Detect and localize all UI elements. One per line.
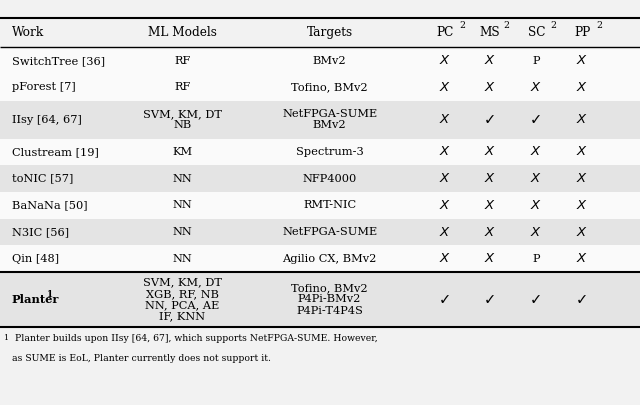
- Text: $\boldsymbol{\mathit{X}}$: $\boldsymbol{\mathit{X}}$: [577, 199, 588, 212]
- Text: ✓: ✓: [530, 112, 543, 127]
- Text: $\boldsymbol{\mathit{X}}$: $\boldsymbol{\mathit{X}}$: [577, 172, 588, 185]
- Text: Tofino, BMv2: Tofino, BMv2: [291, 283, 368, 293]
- Text: 2: 2: [596, 21, 602, 30]
- Text: $\boldsymbol{\mathit{X}}$: $\boldsymbol{\mathit{X}}$: [484, 199, 495, 212]
- Text: $\boldsymbol{\mathit{X}}$: $\boldsymbol{\mathit{X}}$: [439, 113, 451, 126]
- Text: BMv2: BMv2: [313, 56, 346, 66]
- Text: SVM, KM, DT: SVM, KM, DT: [143, 277, 222, 288]
- Text: NN: NN: [173, 227, 192, 237]
- Text: P: P: [532, 56, 540, 66]
- Text: P: P: [532, 254, 540, 264]
- Text: NN: NN: [173, 200, 192, 210]
- Text: $\boldsymbol{\mathit{X}}$: $\boldsymbol{\mathit{X}}$: [531, 145, 542, 158]
- Text: $\boldsymbol{\mathit{X}}$: $\boldsymbol{\mathit{X}}$: [484, 145, 495, 158]
- Text: 1: 1: [3, 334, 8, 342]
- Text: ✓: ✓: [483, 112, 496, 127]
- Text: Qin [48]: Qin [48]: [12, 254, 59, 264]
- Text: MS: MS: [479, 26, 500, 39]
- Text: P4Pi-T4P4S: P4Pi-T4P4S: [296, 306, 363, 316]
- Text: SC: SC: [527, 26, 545, 39]
- Text: ✓: ✓: [530, 292, 543, 307]
- Text: IIsy [64, 67]: IIsy [64, 67]: [12, 115, 81, 125]
- Text: NetFPGA-SUME: NetFPGA-SUME: [282, 109, 377, 119]
- Text: SVM, KM, DT: SVM, KM, DT: [143, 109, 222, 119]
- Text: XGB, RF, NB: XGB, RF, NB: [146, 289, 219, 299]
- Text: Targets: Targets: [307, 26, 353, 39]
- Text: 2: 2: [504, 21, 509, 30]
- Text: pForest [7]: pForest [7]: [12, 83, 76, 92]
- Bar: [0, 139, 640, 165]
- Text: $\boldsymbol{\mathit{X}}$: $\boldsymbol{\mathit{X}}$: [577, 145, 588, 158]
- Text: P4Pi-BMv2: P4Pi-BMv2: [298, 294, 362, 305]
- Text: NN: NN: [173, 254, 192, 264]
- Text: 2: 2: [550, 21, 556, 30]
- Bar: [0, 245, 640, 272]
- Bar: [0, 47, 640, 74]
- Text: $\boldsymbol{\mathit{X}}$: $\boldsymbol{\mathit{X}}$: [439, 81, 451, 94]
- Text: as SUME is EoL, Planter currently does not support it.: as SUME is EoL, Planter currently does n…: [12, 354, 271, 362]
- Text: Agilio CX, BMv2: Agilio CX, BMv2: [282, 254, 377, 264]
- Text: $\boldsymbol{\mathit{X}}$: $\boldsymbol{\mathit{X}}$: [439, 252, 451, 265]
- Bar: [0, 74, 640, 101]
- Text: toNIC [57]: toNIC [57]: [12, 174, 73, 183]
- Text: ✓: ✓: [438, 292, 451, 307]
- Text: $\boldsymbol{\mathit{X}}$: $\boldsymbol{\mathit{X}}$: [577, 54, 588, 67]
- Text: $\boldsymbol{\mathit{X}}$: $\boldsymbol{\mathit{X}}$: [484, 54, 495, 67]
- Text: SwitchTree [36]: SwitchTree [36]: [12, 56, 105, 66]
- Text: $\boldsymbol{\mathit{X}}$: $\boldsymbol{\mathit{X}}$: [439, 226, 451, 239]
- Text: Spectrum-3: Spectrum-3: [296, 147, 364, 157]
- Text: Planter: Planter: [12, 294, 59, 305]
- Text: $\boldsymbol{\mathit{X}}$: $\boldsymbol{\mathit{X}}$: [484, 252, 495, 265]
- Text: $\boldsymbol{\mathit{X}}$: $\boldsymbol{\mathit{X}}$: [577, 252, 588, 265]
- Text: NetFPGA-SUME: NetFPGA-SUME: [282, 227, 377, 237]
- Text: ML Models: ML Models: [148, 26, 217, 39]
- Text: $\boldsymbol{\mathit{X}}$: $\boldsymbol{\mathit{X}}$: [577, 226, 588, 239]
- Text: $\boldsymbol{\mathit{X}}$: $\boldsymbol{\mathit{X}}$: [577, 81, 588, 94]
- Text: NN, PCA, AE: NN, PCA, AE: [145, 300, 220, 310]
- Text: 1: 1: [47, 290, 53, 299]
- Text: N3IC [56]: N3IC [56]: [12, 227, 68, 237]
- Bar: [0, 272, 640, 327]
- Text: Tofino, BMv2: Tofino, BMv2: [291, 83, 368, 92]
- Text: $\boldsymbol{\mathit{X}}$: $\boldsymbol{\mathit{X}}$: [439, 54, 451, 67]
- Text: $\boldsymbol{\mathit{X}}$: $\boldsymbol{\mathit{X}}$: [439, 199, 451, 212]
- Text: $\boldsymbol{\mathit{X}}$: $\boldsymbol{\mathit{X}}$: [531, 199, 542, 212]
- Text: RF: RF: [174, 56, 191, 66]
- Text: RMT-NIC: RMT-NIC: [303, 200, 356, 210]
- Text: NFP4000: NFP4000: [303, 174, 356, 183]
- Text: $\boldsymbol{\mathit{X}}$: $\boldsymbol{\mathit{X}}$: [531, 226, 542, 239]
- Text: PP: PP: [574, 26, 591, 39]
- Bar: [0, 101, 640, 139]
- Text: PC: PC: [436, 26, 454, 39]
- Bar: [0, 219, 640, 245]
- Text: NB: NB: [173, 120, 191, 130]
- Text: Work: Work: [12, 26, 44, 39]
- Text: $\boldsymbol{\mathit{X}}$: $\boldsymbol{\mathit{X}}$: [484, 81, 495, 94]
- Text: BaNaNa [50]: BaNaNa [50]: [12, 200, 87, 210]
- Text: $\boldsymbol{\mathit{X}}$: $\boldsymbol{\mathit{X}}$: [531, 81, 542, 94]
- Text: Clustream [19]: Clustream [19]: [12, 147, 99, 157]
- Text: $\boldsymbol{\mathit{X}}$: $\boldsymbol{\mathit{X}}$: [531, 172, 542, 185]
- Bar: [0, 165, 640, 192]
- Text: NN: NN: [173, 174, 192, 183]
- Text: Planter builds upon IIsy [64, 67], which supports NetFPGA-SUME. However,: Planter builds upon IIsy [64, 67], which…: [12, 334, 377, 343]
- Text: BMv2: BMv2: [313, 120, 346, 130]
- Text: $\boldsymbol{\mathit{X}}$: $\boldsymbol{\mathit{X}}$: [439, 172, 451, 185]
- Text: KM: KM: [172, 147, 193, 157]
- Text: $\boldsymbol{\mathit{X}}$: $\boldsymbol{\mathit{X}}$: [484, 172, 495, 185]
- Text: IF, KNN: IF, KNN: [159, 311, 205, 322]
- Text: $\boldsymbol{\mathit{X}}$: $\boldsymbol{\mathit{X}}$: [484, 226, 495, 239]
- Text: 2: 2: [459, 21, 465, 30]
- Bar: [0, 192, 640, 219]
- Text: $\boldsymbol{\mathit{X}}$: $\boldsymbol{\mathit{X}}$: [577, 113, 588, 126]
- Text: ✓: ✓: [576, 292, 589, 307]
- Text: ✓: ✓: [483, 292, 496, 307]
- Text: RF: RF: [174, 83, 191, 92]
- Text: $\boldsymbol{\mathit{X}}$: $\boldsymbol{\mathit{X}}$: [439, 145, 451, 158]
